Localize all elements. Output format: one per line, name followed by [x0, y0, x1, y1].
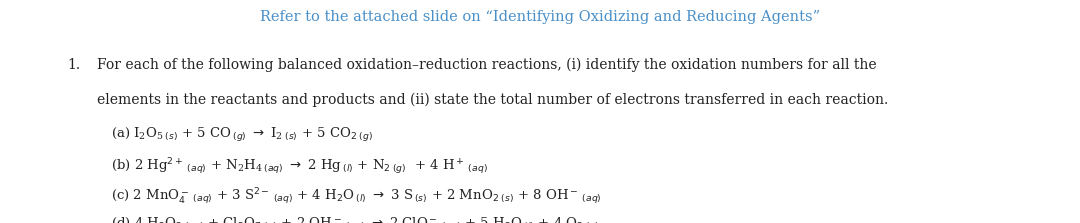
Text: elements in the reactants and products and (ii) state the total number of electr: elements in the reactants and products a… — [97, 93, 889, 107]
Text: 1.: 1. — [67, 58, 80, 72]
Text: (b) 2 Hg$^{2+}$$\,_{(aq)}$ + $\mathregular{N_2H_4}$$\,_{(aq)}$ $\rightarrow$ 2 H: (b) 2 Hg$^{2+}$$\,_{(aq)}$ + $\mathregul… — [111, 156, 488, 177]
Text: (c) 2 MnO$_4^-$$\,_{(aq)}$ + 3 S$^{2-}$$\,_{(aq)}$ + 4 H$_2$O$\,_{(l)}$ $\righta: (c) 2 MnO$_4^-$$\,_{(aq)}$ + 3 S$^{2-}$$… — [111, 186, 602, 207]
Text: (d) 4 H$_2$O$_2$$\,_{(aq)}$ + Cl$_2$O$_7$$\,_{(g)}$ + 2 OH$^-$$\,_{(aq)}$ $\righ: (d) 4 H$_2$O$_2$$\,_{(aq)}$ + Cl$_2$O$_7… — [111, 216, 599, 223]
Text: Refer to the attached slide on “Identifying Oxidizing and Reducing Agents”: Refer to the attached slide on “Identify… — [260, 10, 820, 24]
Text: For each of the following balanced oxidation–reduction reactions, (i) identify t: For each of the following balanced oxida… — [97, 58, 877, 72]
Text: (a) $\mathregular{I_2O_5}$$\,_{(s)}$ + 5 CO$\,_{(g)}$ $\rightarrow$ $\mathregula: (a) $\mathregular{I_2O_5}$$\,_{(s)}$ + 5… — [111, 126, 374, 144]
